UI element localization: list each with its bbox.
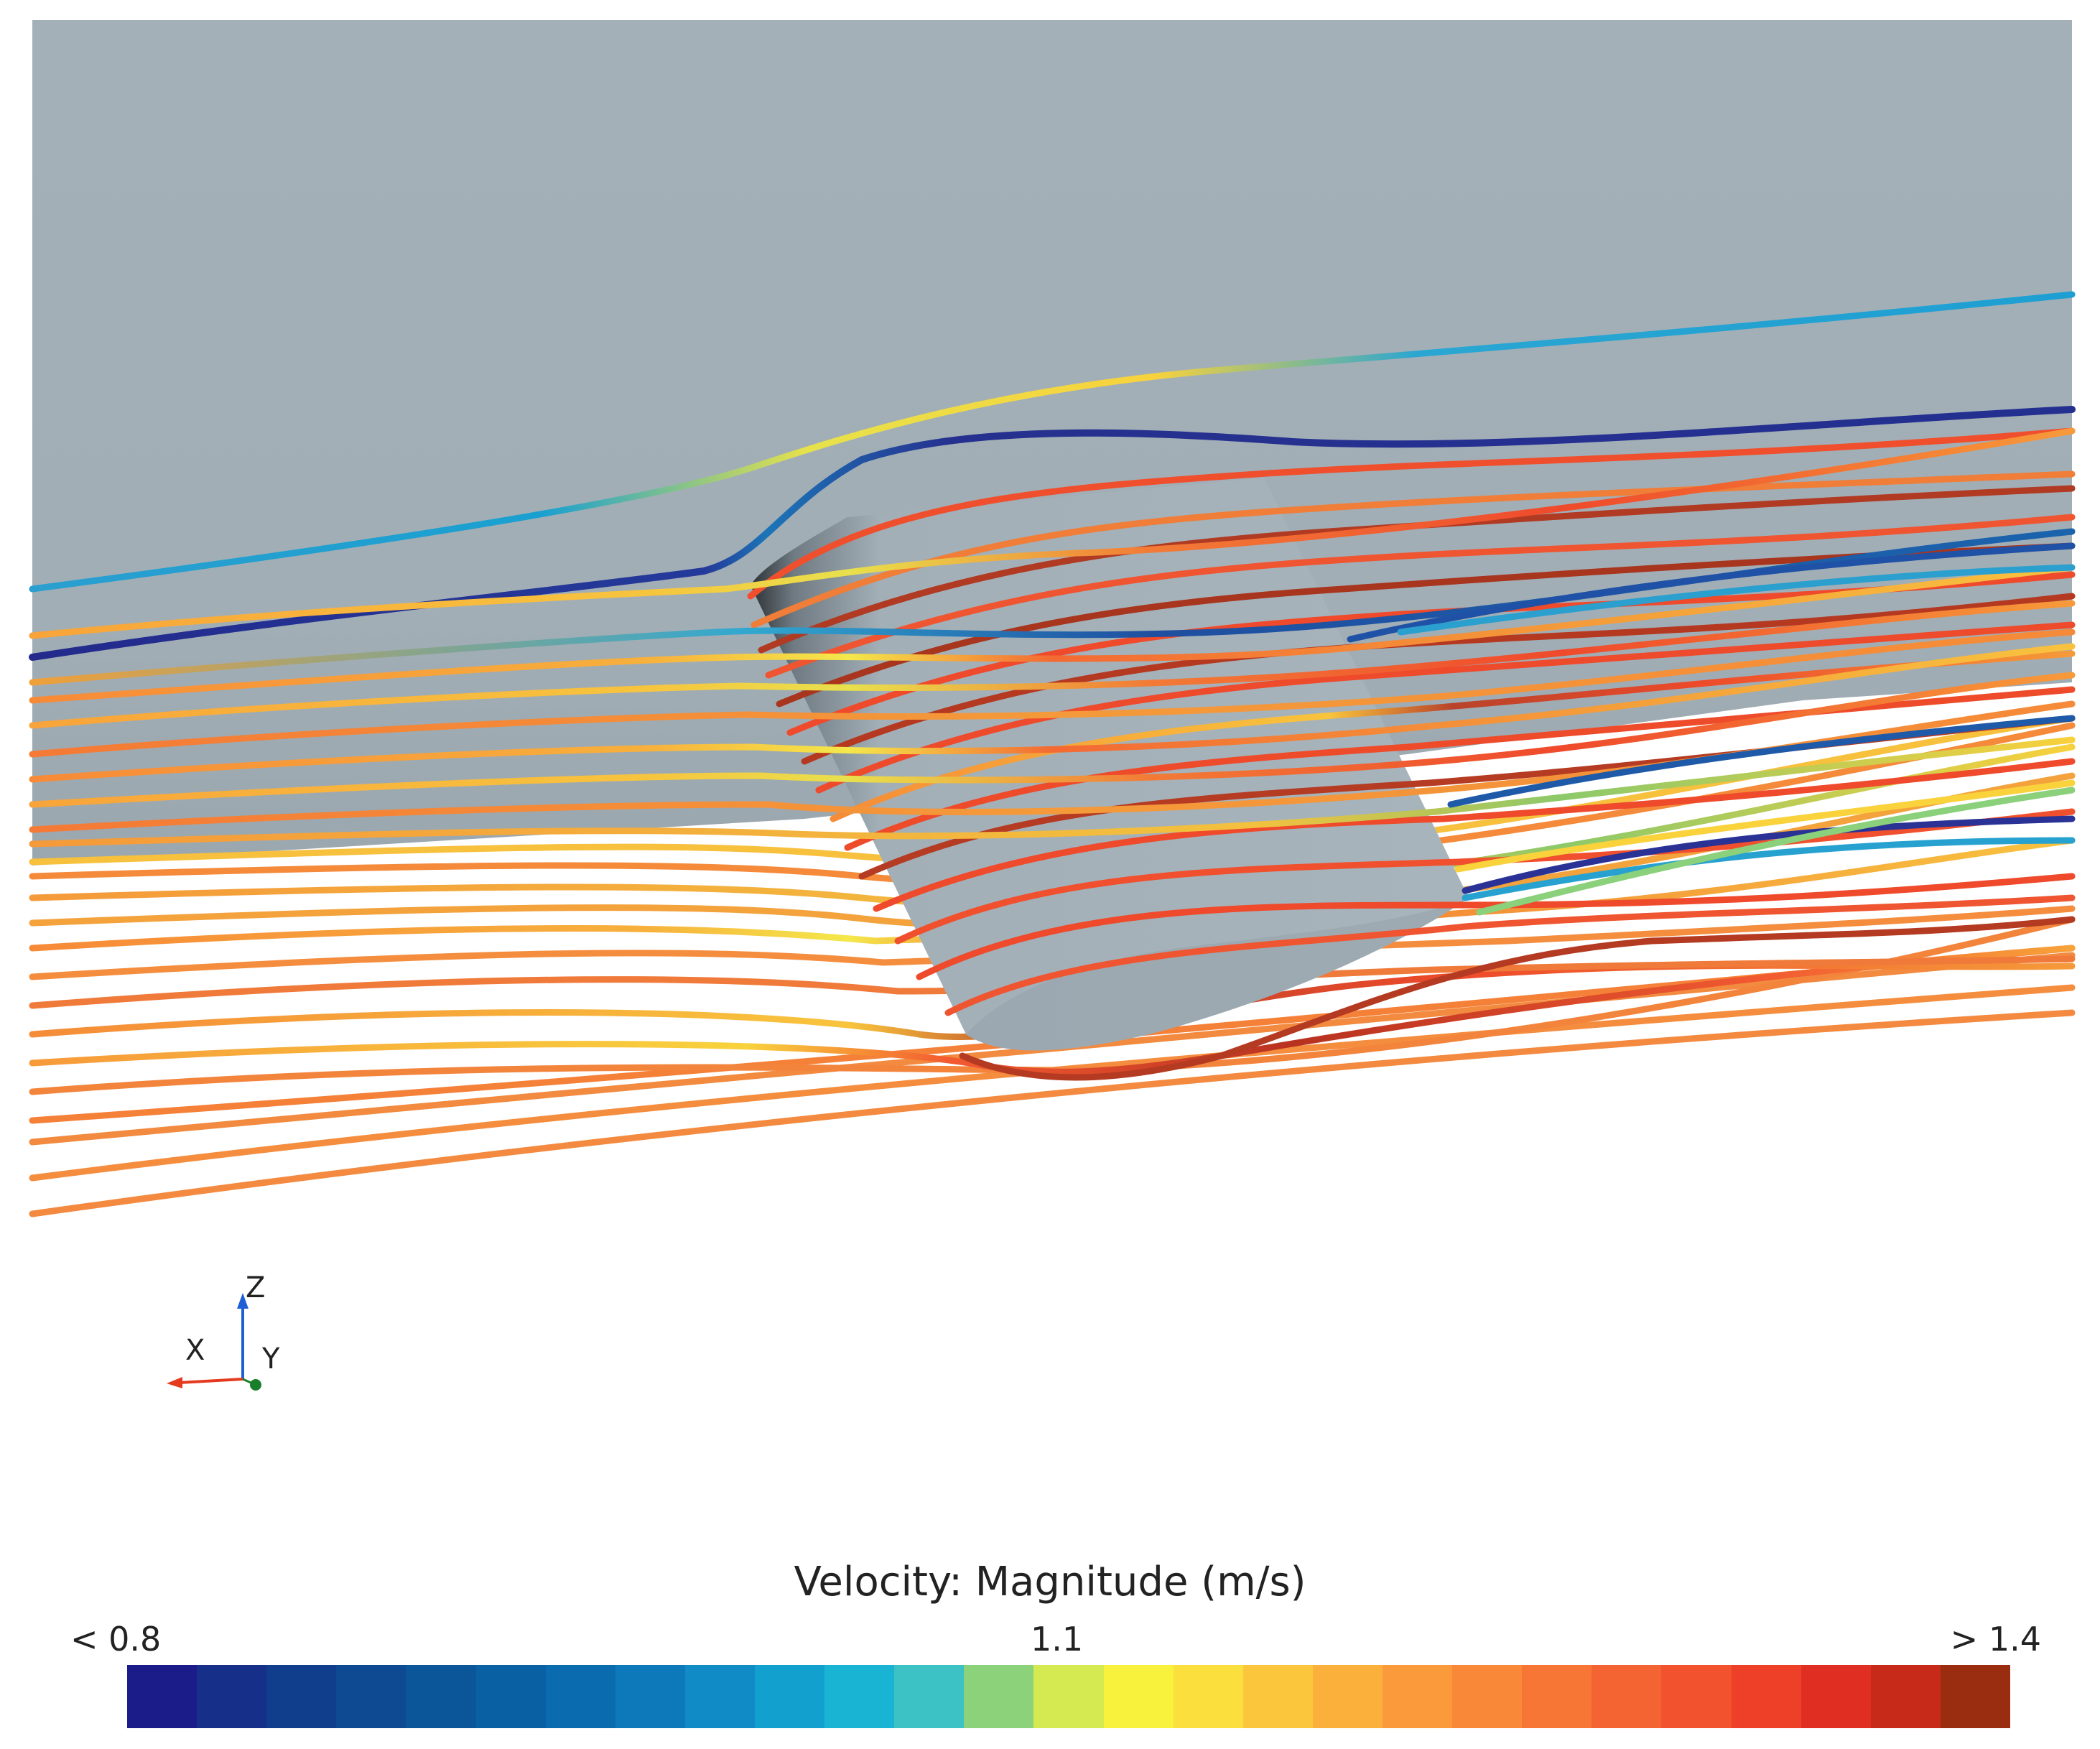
colorbar-swatch [754, 1665, 825, 1728]
colorbar-swatch [545, 1665, 615, 1728]
legend-max-label: > 1.4 [1950, 1620, 2041, 1658]
wall-streamlines [29, 291, 2076, 848]
colorbar-swatch [1242, 1665, 1313, 1728]
colorbar-swatch [1661, 1665, 1732, 1728]
colorbar-swatch [1731, 1665, 1801, 1728]
colorbar-swatch [406, 1665, 476, 1728]
wake-streamlines [1347, 542, 2076, 916]
legend-colorbar [127, 1665, 2010, 1728]
colorbar-swatch [1033, 1665, 1104, 1728]
colorbar-swatch [336, 1665, 406, 1728]
colorbar-swatch [1173, 1665, 1243, 1728]
colorbar-swatch [1522, 1665, 1592, 1728]
colorbar-swatch [1103, 1665, 1174, 1728]
legend-mid-label: 1.1 [1031, 1620, 1084, 1658]
colorbar-swatch [1452, 1665, 1523, 1728]
z-axis-arrowhead [237, 1293, 248, 1309]
legend-min-label: < 0.8 [70, 1620, 162, 1658]
colorbar-swatch [1801, 1665, 1871, 1728]
colorbar-swatch [1940, 1665, 2010, 1728]
x-axis-label: X [185, 1334, 205, 1367]
axis-triad: Z X Y [167, 1271, 280, 1391]
body-streamlines [747, 427, 2076, 1081]
colorbar-swatch [266, 1665, 337, 1728]
colorbar-swatch [1382, 1665, 1453, 1728]
colorbar-swatch [475, 1665, 546, 1728]
y-axis-label: Y [261, 1342, 280, 1375]
colorbar-swatch [1592, 1665, 1662, 1728]
colorbar-swatch [1312, 1665, 1383, 1728]
colorbar-swatch [824, 1665, 895, 1728]
x-axis-arrowhead [167, 1377, 182, 1388]
colorbar-swatch [197, 1665, 267, 1728]
colorbar-swatch [964, 1665, 1034, 1728]
colorbar-swatch [684, 1665, 755, 1728]
colorbar-swatch [894, 1665, 965, 1728]
x-axis-line [179, 1378, 243, 1384]
colorbar-swatch [127, 1665, 198, 1728]
z-axis-label: Z [246, 1271, 265, 1304]
colorbar-swatch [1870, 1665, 1941, 1728]
legend-title: Velocity: Magnitude (m/s) [794, 1559, 1306, 1605]
colorbar-swatch [615, 1665, 685, 1728]
